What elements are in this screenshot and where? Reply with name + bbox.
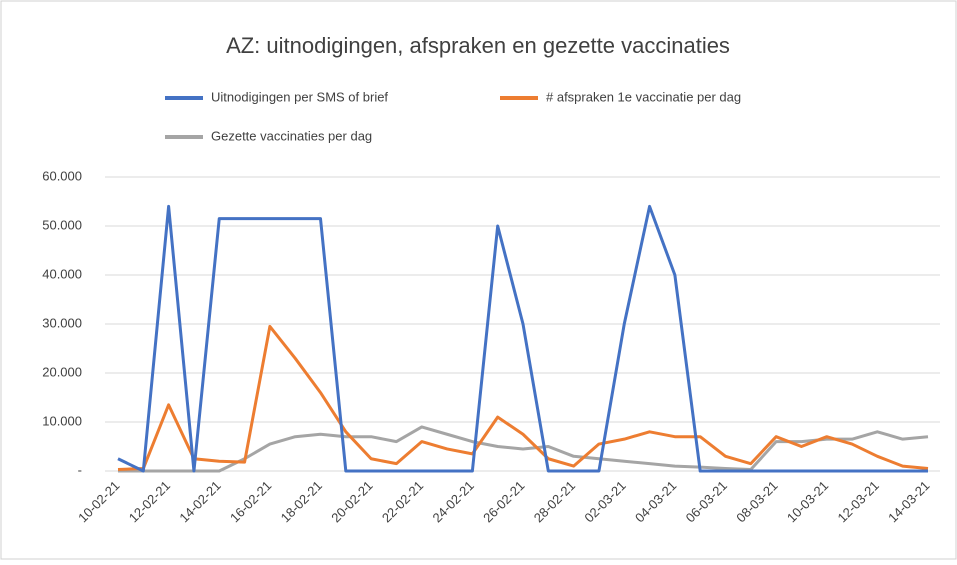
y-tick-label: 60.000	[42, 168, 82, 183]
y-tick-label: -	[78, 462, 82, 477]
series-line	[117, 204, 928, 473]
chart-title: AZ: uitnodigingen, afspraken en gezette …	[226, 33, 730, 58]
y-tick-label: 50.000	[42, 217, 82, 232]
legend-label: # afspraken 1e vaccinatie per dag	[546, 89, 741, 104]
series-line	[117, 324, 929, 472]
y-tick-label: 20.000	[42, 364, 82, 379]
legend-label: Gezette vaccinaties per dag	[211, 128, 372, 143]
y-tick-label: 10.000	[42, 413, 82, 428]
series-line	[118, 425, 929, 473]
legend-label: Uitnodigingen per SMS of brief	[211, 89, 388, 104]
y-tick-label: 40.000	[42, 266, 82, 281]
y-tick-label: 30.000	[42, 315, 82, 330]
